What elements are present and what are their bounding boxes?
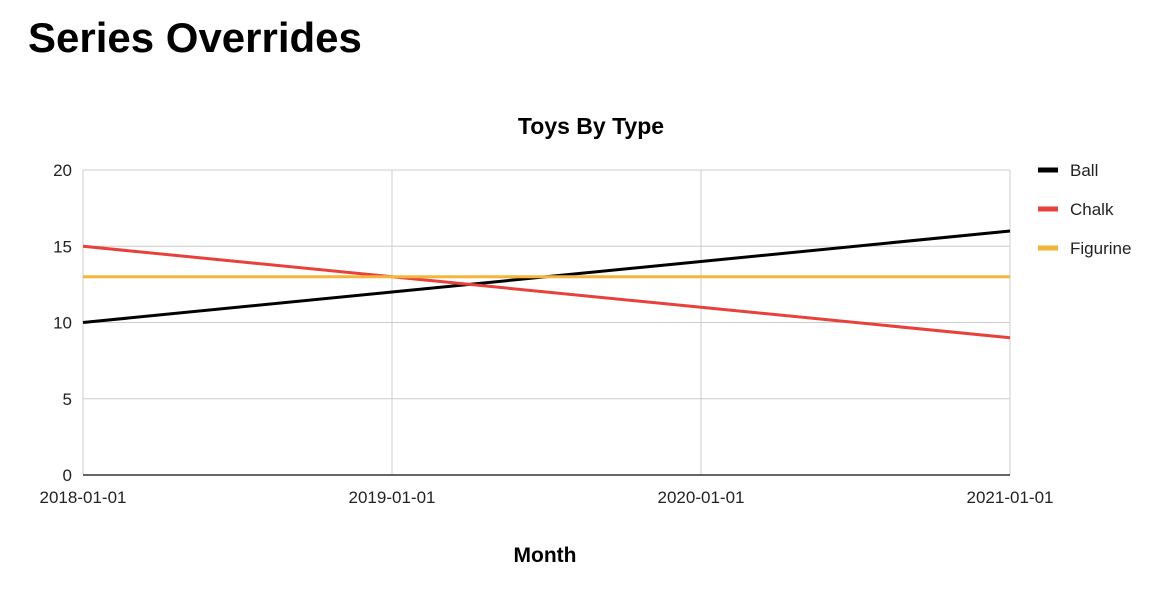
x-tick-label: 2018-01-01 xyxy=(40,488,127,507)
y-tick-label: 20 xyxy=(53,161,72,180)
y-tick-label: 5 xyxy=(63,390,72,409)
series-line-chalk xyxy=(82,244,1011,340)
x-axis-label: Month xyxy=(514,544,577,567)
x-tick-label: 2020-01-01 xyxy=(658,488,745,507)
page-heading: Series Overrides xyxy=(28,14,362,61)
chart-axes: 0 5 10 15 20 2018-01-01 2019-01-01 2020-01-01 20… xyxy=(40,161,1054,507)
legend-label-chalk: Chalk xyxy=(1070,200,1114,219)
chart-title: Toys By Type xyxy=(518,113,664,139)
x-tick-label: 2021-01-01 xyxy=(967,488,1054,507)
y-tick-label: 15 xyxy=(53,237,72,256)
x-tick-label: 2019-01-01 xyxy=(349,488,436,507)
chart-legend: Ball Chalk Figurine xyxy=(1038,161,1131,258)
y-tick-label: 10 xyxy=(53,314,72,333)
chart-grid xyxy=(82,169,1011,475)
y-tick-label: 0 xyxy=(63,466,72,485)
legend-label-ball: Ball xyxy=(1070,161,1098,180)
legend-label-figurine: Figurine xyxy=(1070,239,1131,258)
chart-series xyxy=(82,229,1011,340)
